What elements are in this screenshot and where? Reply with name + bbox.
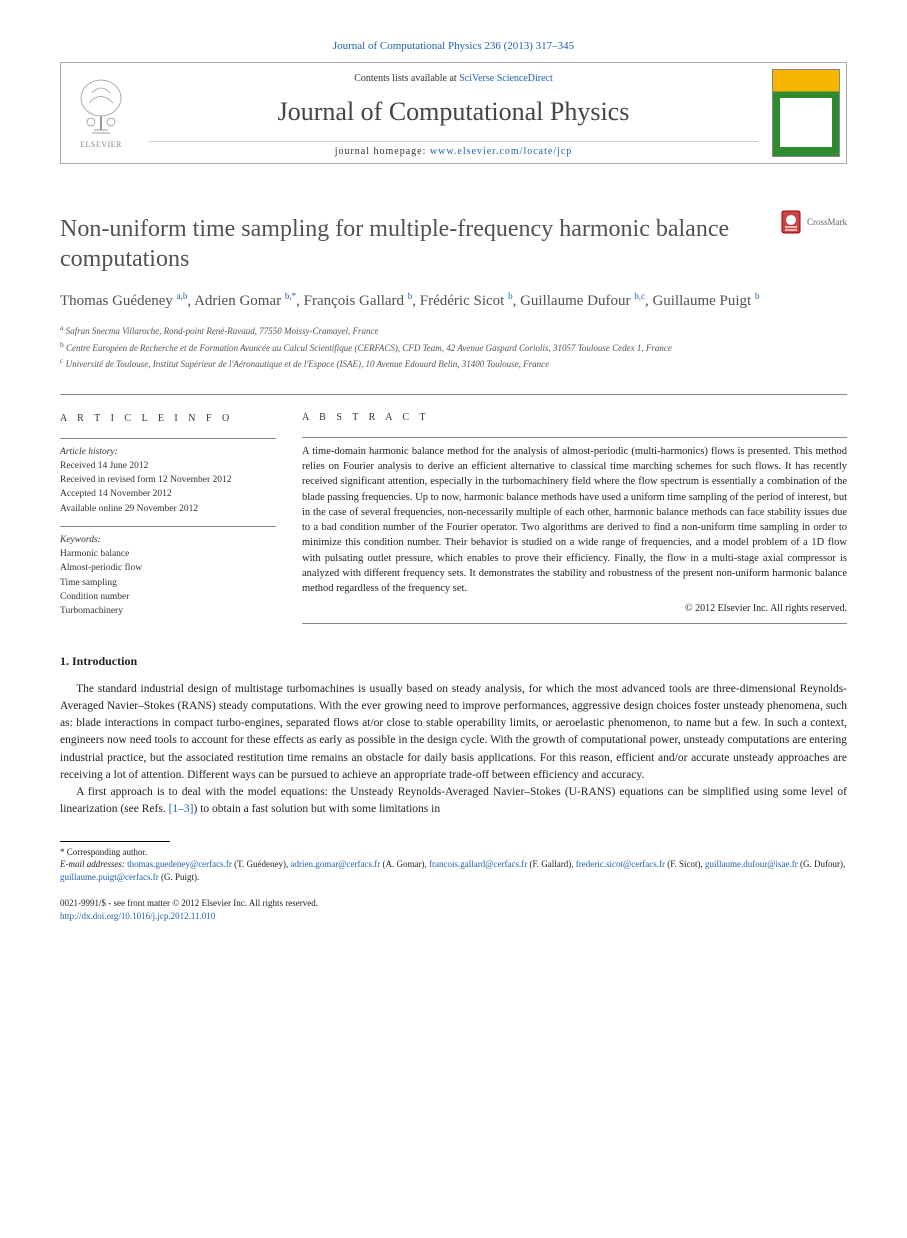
cover-image xyxy=(772,69,840,157)
elsevier-label: ELSEVIER xyxy=(80,140,122,149)
header-center: Contents lists available at SciVerse Sci… xyxy=(141,63,766,163)
history-item: Received in revised form 12 November 201… xyxy=(60,473,276,487)
keyword-item: Almost-periodic flow xyxy=(60,561,276,575)
email-link[interactable]: thomas.guedeney@cerfacs.fr xyxy=(127,859,232,869)
homepage-prefix: journal homepage: xyxy=(335,146,430,157)
affiliation-c: c Université de Toulouse, Institut Supér… xyxy=(60,355,847,372)
article-info-column: A R T I C L E I N F O Article history: R… xyxy=(60,411,276,630)
journal-title: Journal of Computational Physics xyxy=(149,97,758,127)
article-history-label: Article history: xyxy=(60,445,276,459)
crossmark-icon xyxy=(781,210,801,234)
article-title: Non-uniform time sampling for multiple-f… xyxy=(60,214,847,274)
elsevier-logo: ELSEVIER xyxy=(61,63,141,163)
email-link[interactable]: guillaume.puigt@cerfacs.fr xyxy=(60,872,159,882)
ref-link-1-3[interactable]: [1–3] xyxy=(169,803,194,815)
abstract-text: A time-domain harmonic balance method fo… xyxy=(302,444,847,596)
keyword-item: Harmonic balance xyxy=(60,547,276,561)
email-who: (F. Sicot), xyxy=(665,859,703,869)
keywords-label: Keywords: xyxy=(60,533,276,547)
history-item: Received 14 June 2012 xyxy=(60,459,276,473)
article-page: Journal of Computational Physics 236 (20… xyxy=(0,0,907,973)
history-item: Available online 29 November 2012 xyxy=(60,502,276,516)
keywords-list: Harmonic balanceAlmost-periodic flowTime… xyxy=(60,547,276,618)
homepage-link[interactable]: www.elsevier.com/locate/jcp xyxy=(430,146,572,157)
journal-header-box: ELSEVIER Contents lists available at Sci… xyxy=(60,62,847,164)
article-history-list: Received 14 June 2012Received in revised… xyxy=(60,459,276,516)
abstract-copyright: © 2012 Elsevier Inc. All rights reserved… xyxy=(302,602,847,617)
email-who: (F. Gallard), xyxy=(527,859,573,869)
affiliation-a: a Safran Snecma Villaroche, Rond-point R… xyxy=(60,322,847,339)
journal-cover-thumbnail xyxy=(766,63,846,163)
intro-paragraph-1: The standard industrial design of multis… xyxy=(60,681,847,785)
email-addresses: E-mail addresses: thomas.guedeney@cerfac… xyxy=(60,858,847,883)
footnotes: * Corresponding author. E-mail addresses… xyxy=(60,846,847,884)
email-link[interactable]: guillaume.dufour@isae.fr xyxy=(705,859,798,869)
info-abstract-row: A R T I C L E I N F O Article history: R… xyxy=(60,394,847,630)
keyword-item: Time sampling xyxy=(60,576,276,590)
footnote-separator xyxy=(60,841,170,842)
author-list: Thomas Guédeney a,b, Adrien Gomar b,*, F… xyxy=(60,290,847,312)
affiliations: a Safran Snecma Villaroche, Rond-point R… xyxy=(60,322,847,372)
email-who: (G. Dufour), xyxy=(798,859,846,869)
email-who: (A. Gomar), xyxy=(380,859,427,869)
issn-copyright-line: 0021-9991/$ - see front matter © 2012 El… xyxy=(60,897,847,910)
contents-prefix: Contents lists available at xyxy=(354,73,459,84)
email-link[interactable]: adrien.gomar@cerfacs.fr xyxy=(290,859,380,869)
emails-label: E-mail addresses: xyxy=(60,859,125,869)
article-info-heading: A R T I C L E I N F O xyxy=(60,411,276,426)
keyword-item: Condition number xyxy=(60,590,276,604)
email-link[interactable]: francois.gallard@cerfacs.fr xyxy=(429,859,527,869)
email-who: (G. Puigt). xyxy=(159,872,200,882)
keyword-item: Turbomachinery xyxy=(60,604,276,618)
section-heading-introduction: 1. Introduction xyxy=(60,654,847,669)
journal-homepage-line: journal homepage: www.elsevier.com/locat… xyxy=(149,141,758,157)
page-footer: 0021-9991/$ - see front matter © 2012 El… xyxy=(60,897,847,922)
email-who: (T. Guédeney), xyxy=(232,859,288,869)
intro-paragraph-2: A first approach is to deal with the mod… xyxy=(60,784,847,819)
sciencedirect-link[interactable]: SciVerse ScienceDirect xyxy=(459,73,553,84)
doi-link[interactable]: http://dx.doi.org/10.1016/j.jcp.2012.11.… xyxy=(60,911,215,921)
journal-reference: Journal of Computational Physics 236 (20… xyxy=(60,40,847,52)
abstract-heading: A B S T R A C T xyxy=(302,411,847,426)
crossmark-badge[interactable]: CrossMark xyxy=(781,210,847,234)
contents-available-line: Contents lists available at SciVerse Sci… xyxy=(149,73,758,84)
corresponding-author-note: * Corresponding author. xyxy=(60,846,847,859)
elsevier-tree-icon xyxy=(74,78,128,136)
history-item: Accepted 14 November 2012 xyxy=(60,487,276,501)
crossmark-label: CrossMark xyxy=(807,217,847,227)
affiliation-b: b Centre Européen de Recherche et de For… xyxy=(60,339,847,356)
abstract-column: A B S T R A C T A time-domain harmonic b… xyxy=(302,411,847,630)
introduction-body: The standard industrial design of multis… xyxy=(60,681,847,819)
email-link[interactable]: frederic.sicot@cerfacs.fr xyxy=(576,859,665,869)
